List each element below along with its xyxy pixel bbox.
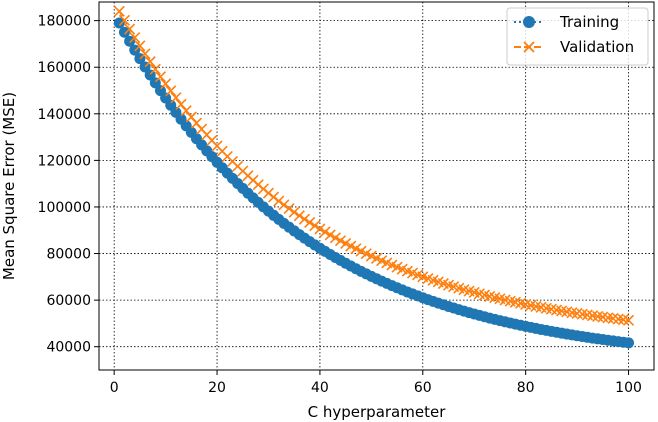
data-point: [334, 235, 347, 247]
data-point: [288, 206, 300, 218]
ticks: 0 20 40 60 80 100 40000 60000 80000 100000 120000 1…: [38, 14, 642, 396]
y-axis-label: Mean Square Error (MSE): [0, 92, 18, 280]
data-point: [293, 210, 305, 222]
data-point: [170, 92, 182, 104]
data-point: [283, 203, 295, 215]
data-point: [139, 48, 151, 60]
data-point: [304, 216, 316, 229]
x-tick-label: 20: [208, 380, 226, 396]
series-validation: [113, 5, 635, 326]
data-point: [113, 17, 125, 29]
legend-training-label: Training: [559, 13, 619, 31]
y-tick-label: 120000: [38, 153, 91, 169]
data-point: [134, 40, 146, 52]
x-tick-label: 60: [414, 380, 432, 396]
data-point: [324, 229, 336, 241]
x-tick-label: 80: [517, 380, 535, 396]
x-tick-label: 100: [615, 380, 642, 396]
y-tick-label: 40000: [46, 340, 91, 356]
y-tick-label: 60000: [46, 293, 91, 309]
grid: [99, 2, 654, 370]
series-training: [113, 17, 635, 349]
x-marker-icon: [523, 41, 535, 53]
y-tick-label: 80000: [46, 247, 91, 263]
y-tick-label: 100000: [38, 200, 91, 216]
data-point: [124, 35, 136, 47]
data-point: [298, 213, 311, 225]
data-point: [309, 220, 321, 232]
data-point: [623, 337, 635, 349]
data-point: [268, 191, 280, 203]
x-tick-label: 0: [110, 380, 119, 396]
x-tick-label: 40: [311, 380, 329, 396]
legend-training-marker: [523, 16, 535, 28]
data-point: [340, 237, 352, 249]
data-point: [144, 56, 156, 68]
x-axis-label: C hyperparameter: [308, 403, 447, 421]
data-point: [149, 63, 161, 75]
data-point: [160, 78, 172, 90]
data-point: [118, 26, 130, 38]
data-point: [165, 85, 177, 97]
axes-frame: [98, 1, 655, 371]
data-point: [154, 71, 167, 83]
data-point: [273, 195, 285, 207]
data-point: [278, 199, 290, 211]
data-point: [113, 5, 125, 17]
legend-validation-label: Validation: [560, 38, 634, 56]
data-point: [622, 314, 635, 326]
data-point: [118, 14, 131, 26]
legend-box: [506, 7, 649, 66]
series-line-training: [118, 22, 629, 344]
data-point: [314, 223, 326, 235]
y-tick-label: 140000: [38, 107, 91, 123]
data-point: [129, 31, 141, 44]
y-tick-label: 180000: [38, 14, 91, 30]
series-layer: [113, 5, 635, 349]
data-point: [329, 232, 341, 244]
legend-validation-marker: [523, 41, 535, 53]
data-point: [175, 98, 187, 110]
data-point: [124, 23, 136, 35]
data-point: [319, 226, 331, 238]
y-tick-label: 160000: [38, 60, 91, 76]
legend: Training Validation: [506, 7, 649, 66]
